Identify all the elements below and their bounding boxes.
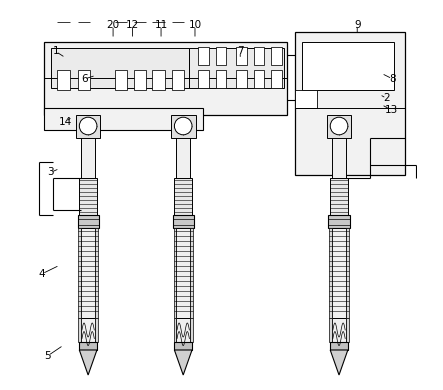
Text: 14: 14 xyxy=(59,117,72,127)
Text: 1: 1 xyxy=(52,46,59,57)
Bar xyxy=(332,318,346,342)
Bar xyxy=(44,108,202,130)
Bar xyxy=(152,70,165,90)
Bar xyxy=(330,178,348,215)
Bar xyxy=(236,70,247,88)
Bar xyxy=(271,70,282,88)
Bar xyxy=(271,47,282,65)
Bar xyxy=(295,32,405,175)
Bar xyxy=(332,228,346,318)
Text: 10: 10 xyxy=(188,20,202,30)
Bar xyxy=(78,70,90,90)
Bar xyxy=(198,47,209,65)
Circle shape xyxy=(175,117,192,135)
Bar xyxy=(198,70,209,88)
Bar xyxy=(329,228,332,318)
Bar xyxy=(216,47,226,65)
Bar xyxy=(329,318,332,342)
Bar xyxy=(134,70,146,90)
Text: 8: 8 xyxy=(389,74,396,84)
Text: 20: 20 xyxy=(106,20,120,30)
Bar xyxy=(174,228,176,318)
Bar xyxy=(332,130,346,178)
Bar xyxy=(76,115,101,138)
Bar xyxy=(176,130,190,178)
Polygon shape xyxy=(175,350,192,375)
Bar xyxy=(330,342,348,350)
Bar xyxy=(78,215,99,228)
Bar xyxy=(51,48,189,88)
Bar xyxy=(302,42,394,90)
Bar xyxy=(346,228,349,318)
Bar xyxy=(190,228,193,318)
Bar xyxy=(176,318,190,342)
Bar xyxy=(78,228,81,318)
Bar xyxy=(254,47,264,65)
Bar xyxy=(171,115,195,138)
Bar xyxy=(295,90,317,108)
Bar xyxy=(175,342,192,350)
Bar xyxy=(44,42,287,115)
Text: 2: 2 xyxy=(383,93,390,103)
Bar xyxy=(173,215,194,228)
Bar xyxy=(174,318,176,342)
Bar xyxy=(236,47,247,65)
Bar xyxy=(81,130,95,178)
Bar xyxy=(176,228,190,318)
Bar xyxy=(254,70,264,88)
Circle shape xyxy=(330,117,348,135)
Text: 5: 5 xyxy=(45,351,51,361)
Text: 3: 3 xyxy=(47,167,54,177)
Bar xyxy=(81,318,95,342)
Bar xyxy=(81,228,95,318)
Circle shape xyxy=(79,117,97,135)
Polygon shape xyxy=(330,350,348,375)
Text: 11: 11 xyxy=(155,20,167,30)
Text: 4: 4 xyxy=(39,269,46,279)
Bar xyxy=(328,215,350,228)
Bar xyxy=(190,318,193,342)
Polygon shape xyxy=(79,350,97,375)
Text: 13: 13 xyxy=(385,105,398,115)
Bar xyxy=(115,70,127,90)
Bar xyxy=(175,178,192,215)
Text: 9: 9 xyxy=(354,20,361,30)
Bar xyxy=(79,342,97,350)
Text: 6: 6 xyxy=(81,74,88,84)
Bar xyxy=(57,70,70,90)
Bar xyxy=(95,228,98,318)
Bar xyxy=(79,178,97,215)
Bar xyxy=(78,318,81,342)
Bar xyxy=(172,70,184,90)
Bar xyxy=(95,318,98,342)
Bar xyxy=(346,318,349,342)
Bar xyxy=(216,70,226,88)
Text: 7: 7 xyxy=(237,46,244,57)
Bar xyxy=(326,115,351,138)
Text: 12: 12 xyxy=(126,20,139,30)
Bar xyxy=(189,48,284,88)
